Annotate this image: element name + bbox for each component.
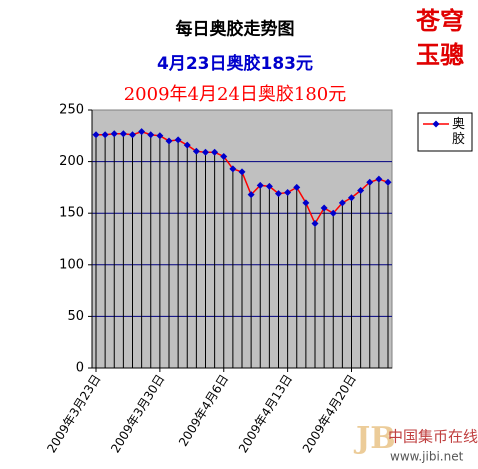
point-marker [238, 168, 246, 176]
point-marker [211, 148, 219, 156]
logo-text: 玉骢 [416, 41, 464, 69]
y-tick-label: 200 [59, 154, 84, 169]
point-marker [275, 190, 282, 198]
y-tick-label: 0 [76, 361, 84, 376]
point-marker [256, 181, 264, 189]
point-marker [311, 220, 319, 228]
legend-marker [432, 120, 440, 128]
legend-box [417, 112, 473, 152]
watermark-url: www.jibi.net [390, 450, 464, 464]
point-marker [165, 137, 173, 145]
y-tick-label: 50 [67, 309, 84, 324]
point-marker [375, 175, 383, 183]
watermark: JB 中国集币在线 www.jibi.net [353, 421, 478, 464]
point-marker [138, 128, 146, 136]
y-tick-label: 250 [59, 103, 84, 118]
point-marker [247, 191, 255, 199]
logo-text: 苍穹 [415, 7, 464, 35]
legend: 奥胶 [417, 112, 473, 152]
point-marker [110, 130, 118, 138]
point-marker [129, 131, 136, 139]
point-marker [329, 209, 337, 217]
point-marker [183, 141, 191, 149]
y-tick-label: 150 [59, 206, 84, 221]
chart-title: 每日奥胶走势图 [176, 19, 295, 40]
point-marker [384, 178, 392, 186]
point-marker [357, 186, 365, 194]
x-tick-label: 2009年3月30日 [108, 372, 167, 455]
point-marker [265, 182, 273, 190]
point-marker [284, 189, 292, 197]
point-marker [147, 131, 155, 139]
subtitle: 4月23日奥胶183元 [157, 53, 313, 74]
point-marker [174, 136, 182, 144]
subtitle: 2009年4月24日奥胶180元 [124, 84, 347, 105]
point-marker [320, 204, 328, 212]
x-tick-label: 2009年4月13日 [236, 372, 295, 455]
point-marker [348, 194, 355, 202]
point-marker [293, 183, 301, 191]
point-marker [156, 132, 164, 140]
point-marker [101, 131, 109, 139]
point-marker [302, 199, 310, 207]
legend-label: 奥胶 [452, 117, 465, 147]
point-marker [202, 148, 209, 156]
point-marker [92, 131, 100, 139]
watermark-name: 中国集币在线 [388, 428, 478, 446]
x-tick-label: 2009年4月6日 [176, 372, 231, 449]
point-marker [229, 165, 237, 173]
x-tick-label: 2009年4月20日 [300, 372, 359, 455]
point-marker [366, 178, 374, 186]
watermark-logo: JB [353, 421, 396, 456]
point-marker [220, 152, 228, 160]
x-tick-label: 2009年3月23日 [44, 372, 103, 455]
y-tick-label: 100 [59, 257, 84, 272]
point-marker [192, 147, 200, 155]
point-marker [119, 130, 127, 138]
point-marker [338, 199, 346, 207]
